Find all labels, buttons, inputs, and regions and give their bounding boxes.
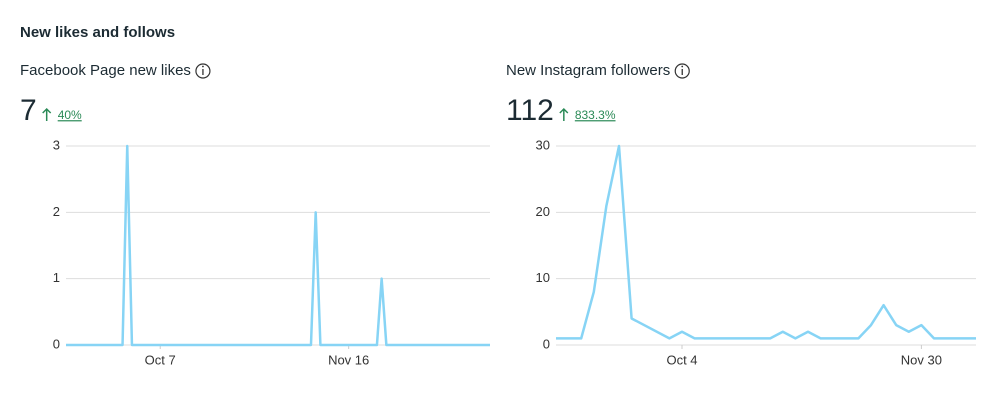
up-arrow (42, 107, 52, 121)
info-icon[interactable] (674, 63, 690, 79)
y-tick-label: 0 (543, 336, 550, 351)
x-tick-label: Oct 7 (145, 352, 176, 367)
x-tick-label: Nov 16 (328, 352, 369, 367)
y-tick-label: 30 (536, 137, 550, 152)
y-tick-label: 10 (536, 270, 550, 285)
info-icon-dot (202, 65, 204, 68)
series-line (556, 144, 976, 340)
metric-total: 112 (506, 94, 554, 127)
section-title: New likes and follows (20, 24, 175, 41)
y-tick-label: 0 (53, 336, 60, 351)
up-arrow (559, 107, 569, 121)
metric-change: 833.3% (575, 108, 616, 122)
series-line (66, 144, 490, 347)
info-icon-dot (681, 65, 684, 68)
metric-total: 7 (20, 94, 37, 127)
y-tick-label: 1 (53, 270, 60, 285)
x-tick-label: Nov 30 (901, 352, 942, 367)
info-icon[interactable] (195, 63, 211, 79)
chart-title: New Instagram followers (506, 62, 670, 79)
x-tick-label: Oct 4 (666, 352, 697, 367)
metric-change: 40% (58, 108, 82, 122)
y-tick-label: 2 (53, 204, 60, 219)
chart-title: Facebook Page new likes (20, 62, 191, 79)
y-tick-label: 3 (53, 137, 60, 152)
y-tick-label: 20 (536, 204, 550, 219)
